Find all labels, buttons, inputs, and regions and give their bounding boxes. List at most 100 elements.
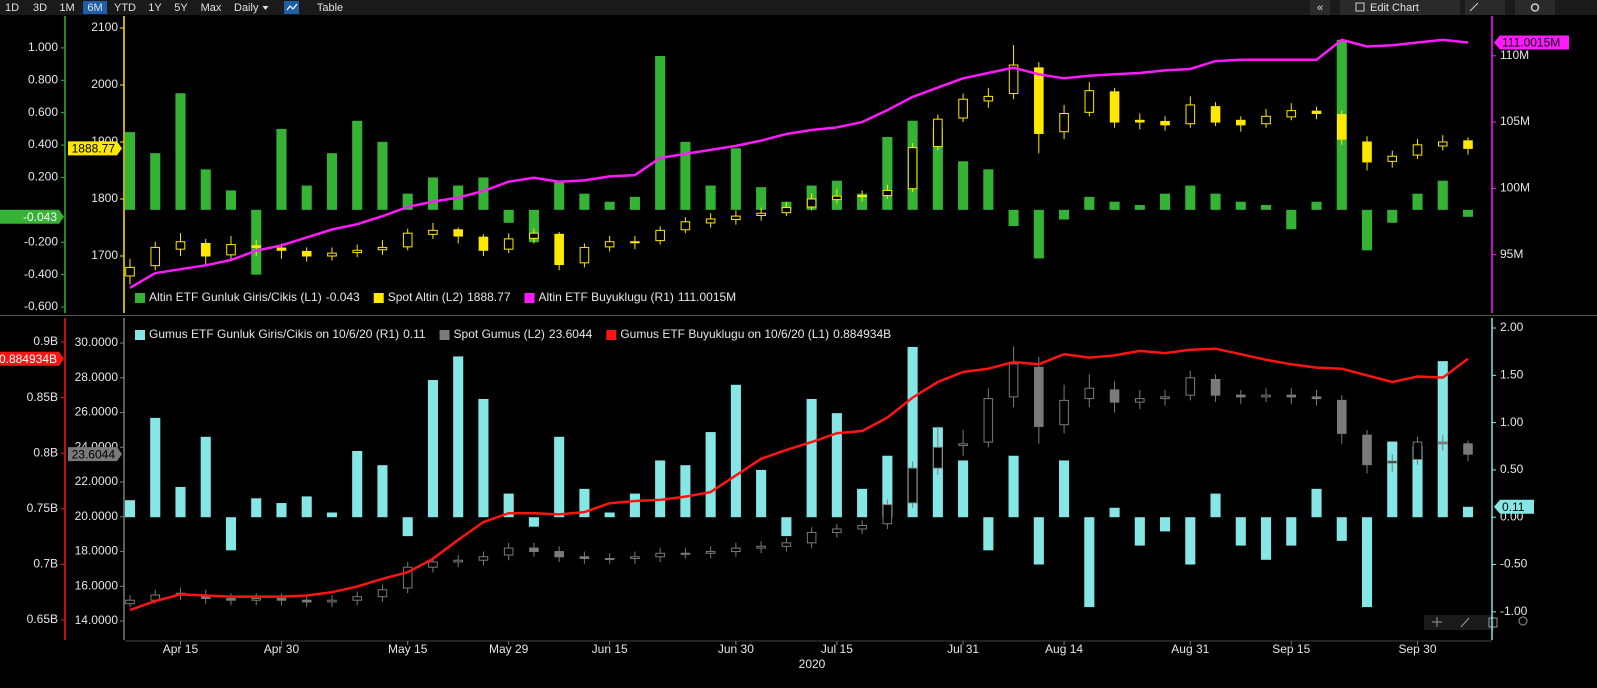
legend-label: Gumus ETF Buyuklugu on 10/6/20 (L1): [620, 327, 829, 341]
bar: [175, 486, 186, 518]
last-value-flag: [0, 351, 64, 366]
candle-body: [1412, 144, 1423, 156]
last-value-label: -0.043: [23, 210, 57, 224]
bar: [1059, 460, 1070, 518]
candle-body: [453, 229, 463, 237]
range-button[interactable]: 1M: [59, 2, 74, 14]
candle-body: [1185, 377, 1196, 396]
toolbar: [0, 0, 1597, 15]
legend-label: Spot Gumus (L2): [454, 327, 545, 341]
list-icon[interactable]: [1488, 617, 1498, 628]
bar: [756, 187, 767, 210]
y-tick-label: 18.0000: [75, 544, 119, 558]
zoom-icon[interactable]: [1518, 616, 1528, 626]
candle-body: [125, 599, 135, 605]
bar: [453, 356, 464, 518]
legend-value: 0.884934B: [833, 327, 891, 341]
legend-swatch: [373, 293, 384, 303]
table-button[interactable]: Table: [317, 2, 343, 14]
pen-icon[interactable]: [1460, 617, 1470, 628]
range-button[interactable]: 3D: [33, 2, 47, 14]
last-value-flag: [1494, 35, 1569, 50]
range-button[interactable]: 6M: [87, 2, 102, 14]
bar: [1462, 209, 1474, 217]
candle-body: [1286, 110, 1297, 118]
candle-body: [1463, 443, 1473, 455]
candle-body: [478, 556, 489, 561]
x-tick-label: May 15: [388, 642, 428, 656]
candle-body: [655, 229, 665, 242]
interval-dropdown[interactable]: Daily: [234, 2, 259, 14]
bar: [1286, 209, 1297, 230]
candle-body: [958, 98, 968, 119]
bar: [554, 436, 565, 518]
bar: [1134, 517, 1145, 546]
candle-body: [377, 589, 388, 598]
bar: [1134, 204, 1145, 210]
bar: [1412, 193, 1423, 210]
edit-chart-button[interactable]: [1340, 0, 1460, 15]
candle-body: [226, 597, 236, 601]
candle-body: [1311, 396, 1322, 400]
last-value-label: 23.6044: [72, 447, 116, 461]
y-tick-label: 1.50: [1500, 367, 1524, 381]
bar: [1437, 180, 1448, 210]
bar: [1235, 517, 1246, 546]
draw-icon: [1469, 2, 1479, 12]
candle-body: [529, 547, 539, 553]
candle-body: [731, 215, 741, 221]
legend-value: -0.043: [326, 290, 360, 304]
candle-body: [1437, 141, 1448, 147]
last-value-flag: [0, 209, 64, 224]
bar: [150, 153, 161, 210]
y-tick-label: 110M: [1500, 48, 1529, 62]
y-tick-label: 100M: [1500, 181, 1530, 195]
legend-label: Gumus ETF Gunluk Giris/Cikis on 10/6/20 …: [149, 327, 399, 341]
bar: [1210, 193, 1221, 210]
bar: [200, 436, 211, 518]
candle-body: [200, 242, 211, 257]
bar: [1185, 517, 1196, 565]
bar: [402, 517, 413, 537]
range-button[interactable]: 5Y: [174, 2, 188, 14]
range-button[interactable]: 1Y: [148, 2, 162, 14]
candle-body: [554, 551, 564, 558]
candle-body: [857, 195, 867, 198]
candle-body: [756, 212, 766, 217]
range-button[interactable]: Max: [201, 2, 222, 14]
bar: [983, 517, 994, 551]
candle-body: [226, 244, 236, 256]
y-tick-label: 0.75B: [27, 501, 58, 515]
candle-body: [1261, 115, 1271, 125]
bar: [1412, 446, 1423, 518]
x-tick-label: Aug 14: [1045, 642, 1083, 656]
y-tick-label: 28.0000: [75, 370, 119, 384]
candle-body: [1059, 112, 1069, 133]
toolbar-items: 1D 3D 1M 6M YTD 1Y 5Y Max Daily: [5, 1, 269, 14]
y-tick-label: 0.85B: [27, 390, 58, 404]
y-tick-label: 0.400: [28, 137, 58, 151]
candle-body: [1160, 120, 1170, 126]
range-button[interactable]: YTD: [114, 2, 136, 14]
y-tick-label: 95M: [1500, 247, 1523, 261]
last-value-flag: [68, 141, 122, 156]
bar: [655, 55, 666, 210]
x-tick-label: Jul 15: [821, 642, 853, 656]
legend-swatch: [606, 330, 617, 340]
candle-body: [705, 218, 716, 224]
y-tick-label: 26.0000: [75, 405, 119, 419]
draw-button[interactable]: [1465, 0, 1505, 15]
collapse-button[interactable]: [1310, 0, 1330, 15]
bar: [932, 128, 943, 210]
range-button[interactable]: 1D: [5, 2, 19, 14]
candle-body: [503, 238, 514, 250]
last-value-flag: [1494, 499, 1534, 514]
y-tick-label: 1.000: [28, 40, 58, 54]
y-tick-label: 16.0000: [75, 578, 119, 592]
last-value-flag: [68, 447, 122, 462]
candle-body: [1236, 394, 1246, 398]
chart-type-icon: [286, 3, 298, 11]
settings-button[interactable]: [1515, 0, 1555, 15]
candle-body: [402, 232, 413, 248]
